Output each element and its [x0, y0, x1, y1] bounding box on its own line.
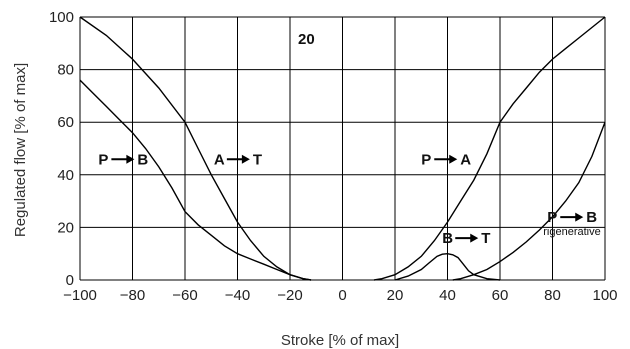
x-axis-label: Stroke [% of max]: [281, 332, 399, 349]
annotation-from: P: [421, 151, 431, 168]
x-tick-label: 0: [338, 287, 346, 304]
arrow-head: [575, 212, 584, 222]
y-axis-label: Regulated flow [% of max]: [12, 63, 29, 237]
series-line: [79, 79, 312, 281]
annotation-to: T: [253, 151, 262, 168]
arrow-head: [449, 154, 458, 164]
series-line: [373, 16, 606, 281]
y-tick-label: 0: [66, 272, 74, 289]
series-line: [394, 252, 501, 281]
y-tick-label: 80: [57, 62, 74, 79]
x-tick-label: −100: [63, 287, 97, 304]
y-tick-label: 100: [49, 9, 74, 26]
x-tick-label: 40: [439, 287, 456, 304]
x-tick-label: −40: [225, 287, 250, 304]
annotation-sub: rigenerative: [543, 226, 600, 238]
chart-title: 20: [298, 31, 315, 48]
annotation-from: B: [442, 230, 453, 247]
arrow-head: [470, 233, 479, 243]
x-tick-label: −60: [172, 287, 197, 304]
x-tick-label: −80: [120, 287, 145, 304]
grid-layer: [79, 16, 606, 281]
x-tick-label: 60: [492, 287, 509, 304]
series-line: [79, 16, 312, 281]
annotation-to: A: [460, 151, 471, 168]
annotation-to: B: [137, 151, 148, 168]
series-layer: [79, 16, 606, 281]
x-tick-label: −20: [277, 287, 302, 304]
y-tick-label: 40: [57, 167, 74, 184]
x-tick-label: 100: [592, 287, 617, 304]
annotation-to: B: [586, 209, 597, 226]
x-tick-label: 20: [387, 287, 404, 304]
arrow-head: [241, 154, 250, 164]
y-tick-label: 60: [57, 114, 74, 131]
annotation-from: P: [547, 209, 557, 226]
tick-layer: −100 −80 −60 −40 −20 0 20 40 60 80 100 0 20 40 60 80 100: [49, 9, 618, 304]
annotation-to: T: [481, 230, 490, 247]
x-tick-label: 80: [544, 287, 561, 304]
annotation-from: P: [98, 151, 108, 168]
series-line: [452, 121, 606, 281]
annotation-from: A: [214, 151, 225, 168]
arrow-head: [126, 154, 135, 164]
y-tick-label: 20: [57, 219, 74, 236]
